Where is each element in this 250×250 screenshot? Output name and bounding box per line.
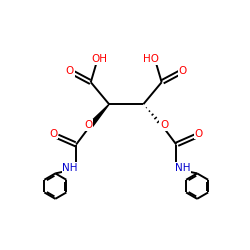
Text: O: O	[178, 66, 186, 76]
Text: O: O	[66, 66, 74, 76]
Text: OH: OH	[91, 54, 107, 64]
Text: O: O	[50, 128, 58, 138]
Text: NH: NH	[62, 163, 78, 173]
Text: O: O	[195, 128, 203, 138]
Polygon shape	[89, 104, 109, 126]
Text: O: O	[84, 120, 92, 130]
Text: O: O	[160, 120, 168, 130]
Text: NH: NH	[176, 163, 191, 173]
Text: HO: HO	[143, 54, 159, 64]
